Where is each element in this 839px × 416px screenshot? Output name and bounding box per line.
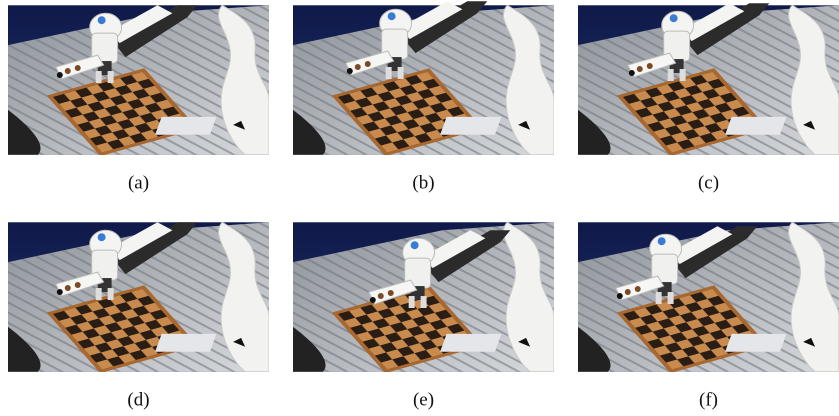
caption: (e) bbox=[413, 389, 434, 410]
caption: (c) bbox=[698, 172, 719, 193]
caption: (b) bbox=[412, 172, 434, 193]
caption: (d) bbox=[127, 389, 149, 410]
caption: (f) bbox=[699, 389, 718, 410]
caption: (a) bbox=[128, 172, 149, 193]
